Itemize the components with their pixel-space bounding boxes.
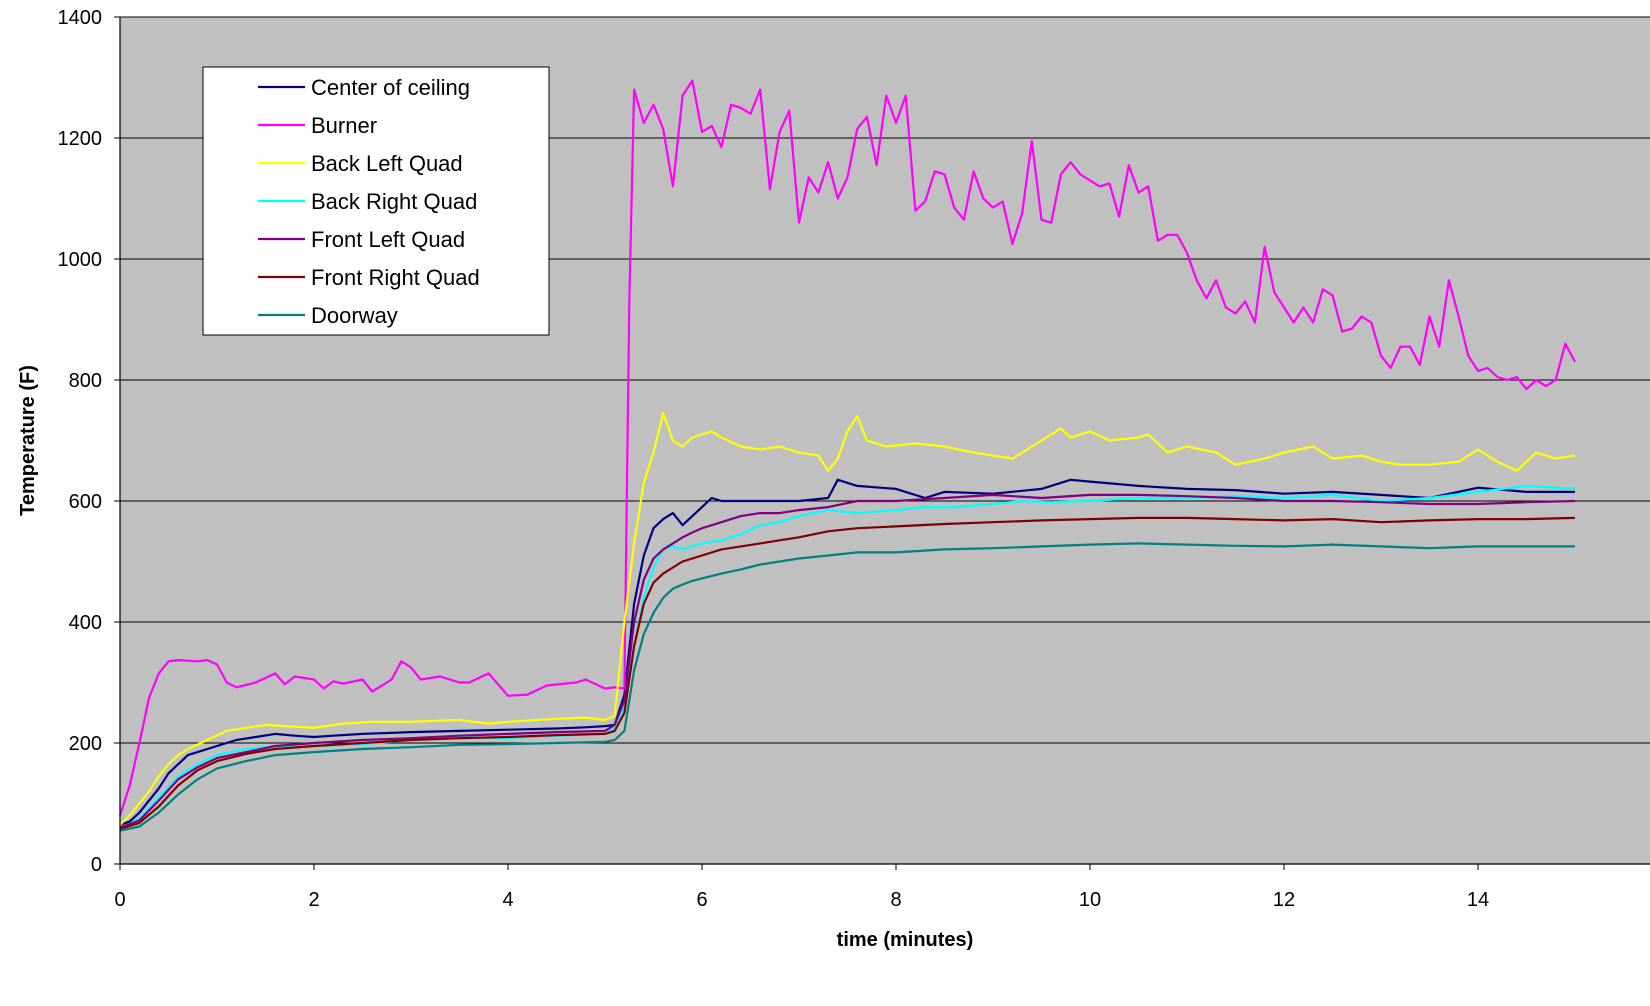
x-tick-label: 6 bbox=[696, 889, 707, 911]
legend-label-center-of-ceiling: Center of ceiling bbox=[311, 75, 470, 100]
y-tick-label: 1200 bbox=[58, 128, 103, 150]
series-line-back-left-quad bbox=[119, 412, 1576, 826]
series-lines bbox=[118, 79, 1576, 832]
series-line-front-right-quad bbox=[119, 516, 1576, 830]
x-tick-label: 4 bbox=[502, 889, 513, 911]
legend-label-front-right-quad: Front Right Quad bbox=[311, 265, 480, 290]
legend-label-back-left-quad: Back Left Quad bbox=[311, 151, 463, 176]
legend-label-front-left-quad: Front Left Quad bbox=[311, 227, 465, 252]
x-tick-label: 14 bbox=[1467, 889, 1489, 911]
x-tick-label: 0 bbox=[114, 889, 125, 911]
y-tick-label: 1400 bbox=[58, 7, 103, 29]
y-tick-label: 200 bbox=[69, 733, 102, 755]
y-tick-label: 0 bbox=[91, 854, 102, 876]
y-tick-label: 1000 bbox=[58, 249, 103, 271]
series-line-doorway bbox=[119, 542, 1575, 832]
series-line-center-of-ceiling bbox=[119, 478, 1575, 826]
x-tick-label: 12 bbox=[1273, 889, 1295, 911]
axes: 0 200 400 600 800 1000 1200 1400 0 2 4 6 8 10 12 14 bbox=[58, 7, 1650, 911]
legend-label-doorway: Doorway bbox=[311, 303, 398, 328]
x-tick-label: 2 bbox=[308, 889, 319, 911]
x-tick-label: 8 bbox=[890, 889, 901, 911]
legend-label-back-right-quad: Back Right Quad bbox=[311, 189, 477, 214]
series-line-front-left-quad bbox=[119, 493, 1576, 829]
y-axis-title: Temperature (F) bbox=[17, 365, 39, 516]
x-axis-title: time (minutes) bbox=[837, 929, 974, 951]
series-line-burner bbox=[118, 79, 1576, 816]
x-tick-label: 10 bbox=[1079, 889, 1101, 911]
legend: Center of ceiling Burner Back Left Quad Bac… bbox=[202, 66, 550, 336]
y-tick-label: 400 bbox=[69, 612, 102, 634]
legend-label-burner: Burner bbox=[311, 113, 377, 138]
y-tick-label: 800 bbox=[69, 370, 102, 392]
y-tick-label: 600 bbox=[69, 491, 102, 513]
